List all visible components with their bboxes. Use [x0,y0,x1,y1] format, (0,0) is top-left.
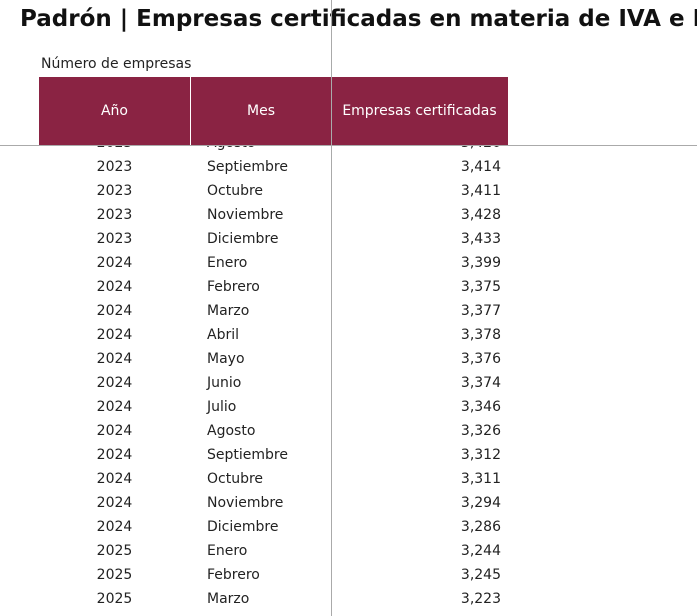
month-cell: Julio [207,399,237,415]
year-cell: 2024 [96,447,133,463]
month-cell: Abril [207,327,239,343]
value-cell: 3,244 [460,543,501,559]
value-cell: 3,294 [460,495,501,511]
value-cell: 3,414 [460,159,501,175]
table-body: 2023 Agosto 3,420 2023 Septiembre 3,414 2023 Oc… [0,146,697,616]
year-cell: 2023 [96,207,133,223]
year-cell: 2024 [96,375,133,391]
value-cell: 3,428 [460,207,501,223]
month-cell: Marzo [207,303,250,319]
year-cell: 2024 [96,279,133,295]
value-cell: 3,223 [460,591,501,607]
value-cell: 3,376 [460,351,501,367]
month-cell: Noviembre [207,207,284,223]
month-cell: Septiembre [207,447,288,463]
year-cell: 2024 [96,495,133,511]
month-cell: Septiembre [207,159,288,175]
freeze-line [0,145,697,146]
month-cell: Diciembre [207,519,279,535]
value-cell: 3,375 [460,279,501,295]
value-cell: 3,399 [460,255,501,271]
value-cell: 3,245 [460,567,501,583]
value-cell: 3,411 [460,183,501,199]
month-cell: Febrero [207,567,260,583]
year-cell: 2024 [96,519,133,535]
value-cell: 3,420 [331,146,501,155]
month-cell: Octubre [207,183,264,199]
value-cell: 3,377 [460,303,501,319]
month-cell: Junio [207,375,242,391]
year-cell: 2024 [96,327,133,343]
value-cell: 3,378 [460,327,501,343]
value-cell: 3,374 [460,375,501,391]
freeze-line [331,0,332,616]
year-cell: 2024 [96,255,133,271]
year-cell: 2023 [96,231,133,247]
value-cell: 3,346 [460,399,501,415]
value-cell: 3,286 [460,519,501,535]
column-header: Año [39,77,191,145]
year-cell: 2023 [96,183,133,199]
column-header: Empresas certificadas [342,103,497,119]
month-cell: Febrero [207,279,260,295]
year-cell: 2025 [96,567,133,583]
month-cell: Enero [207,543,248,559]
year-cell: 2024 [96,399,133,415]
month-cell: Agosto [207,423,256,439]
year-cell: 2024 [96,471,133,487]
value-cell: 3,433 [460,231,501,247]
subtitle: Número de empresas [41,56,192,72]
month-cell: Octubre [207,471,264,487]
month-cell: Agosto [207,146,327,155]
month-cell: Mayo [207,351,245,367]
table-header: Año Mes Empresas certificadas [39,77,508,145]
year-cell: 2023 [39,146,190,155]
value-cell: 3,311 [460,471,501,487]
year-cell: 2024 [96,351,133,367]
value-cell: 3,312 [460,447,501,463]
value-cell: 3,326 [460,423,501,439]
year-cell: 2025 [96,543,133,559]
column-header: Mes [247,103,275,119]
year-cell: 2024 [96,303,133,319]
month-cell: Diciembre [207,231,279,247]
title: Padrón | Empresas certificadas en materi… [20,6,697,32]
month-cell: Enero [207,255,248,271]
month-cell: Noviembre [207,495,284,511]
year-cell: 2024 [96,423,133,439]
month-cell: Marzo [207,591,250,607]
year-cell: 2025 [96,591,133,607]
year-cell: 2023 [96,159,133,175]
